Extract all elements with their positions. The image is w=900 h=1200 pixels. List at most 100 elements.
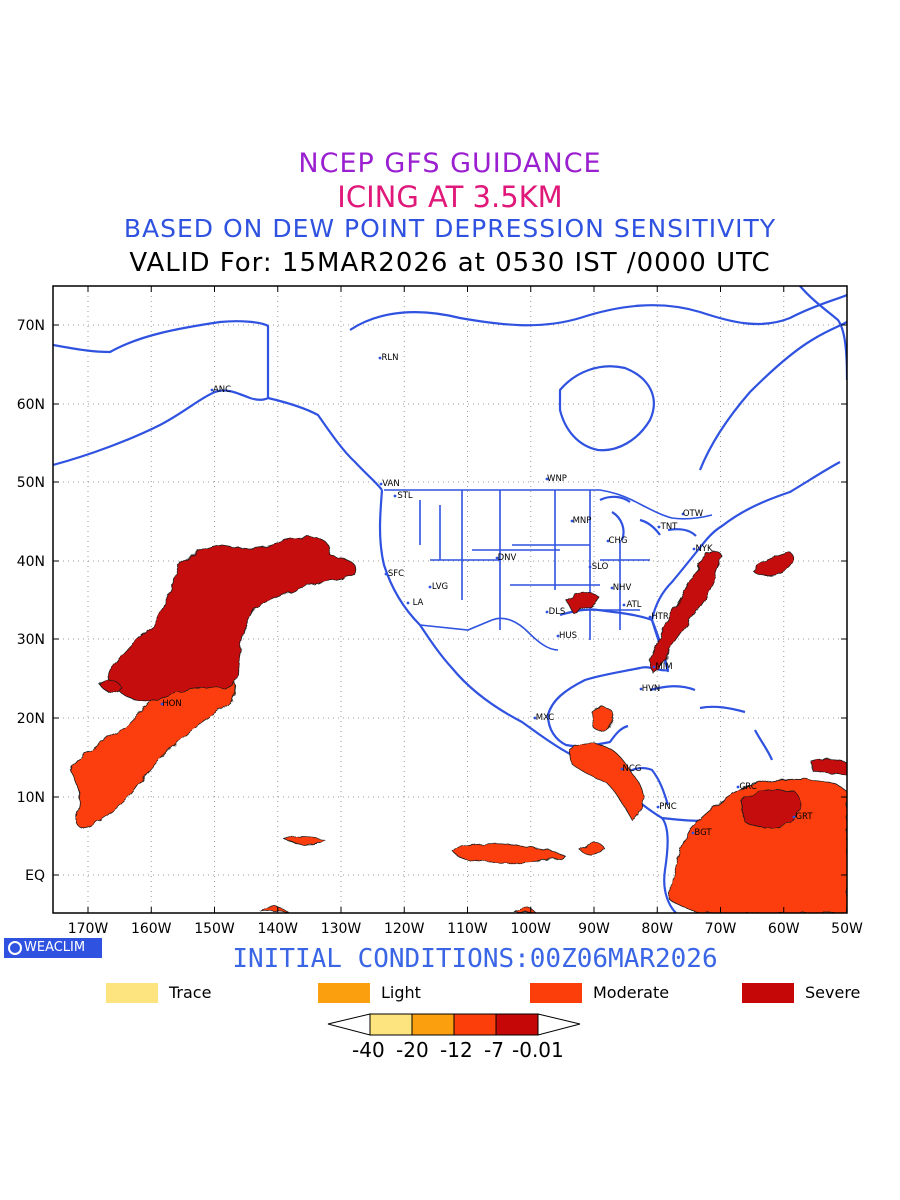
lat-label: 70N — [17, 318, 45, 334]
station-label: STL — [397, 491, 413, 501]
legend-moderate-swatch — [530, 983, 582, 1003]
lon-label: 120W — [384, 921, 425, 937]
station-marker — [495, 556, 499, 560]
coastlines — [53, 286, 847, 913]
us-mexico-border — [419, 617, 559, 651]
colorbar-high-arrow — [537, 1013, 581, 1036]
lat-label: 20N — [17, 711, 45, 727]
lon-label: 130W — [321, 921, 362, 937]
legend-light-label: Light — [381, 983, 421, 1002]
station-label: ANC — [213, 385, 231, 395]
station-marker — [656, 805, 660, 809]
station-label: OTW — [683, 509, 704, 519]
great-lakes — [599, 495, 697, 541]
station-label: SFC — [388, 569, 404, 579]
station-marker — [657, 525, 661, 529]
chart-title-line-2: ICING AT 3.5KM — [337, 180, 563, 214]
lon-label: 90W — [578, 921, 610, 937]
lon-label: 170W — [68, 921, 109, 937]
station-marker — [622, 603, 626, 607]
station-label: NYK — [695, 544, 713, 554]
colorbar-label-3: -12 — [440, 1038, 473, 1062]
icing-moderate-trop-east-pacific-1 — [451, 843, 566, 864]
station-marker — [792, 815, 796, 819]
alaska-coastline — [53, 320, 383, 491]
station-marker — [620, 767, 624, 771]
us-state-lines — [419, 490, 650, 640]
station-label: LVG — [432, 582, 448, 592]
icing-severe-south-america — [739, 789, 801, 829]
lon-label: 60W — [768, 921, 800, 937]
station-marker — [545, 477, 549, 481]
station-marker — [160, 702, 164, 706]
colorbar-severe — [495, 1013, 539, 1036]
icing-areas — [69, 535, 847, 913]
lon-label: 50W — [831, 921, 863, 937]
valid-time-title: VALID For: 15MAR2026 at 0530 IST /0000 U… — [129, 248, 771, 278]
station-label: HUS — [559, 631, 577, 641]
station-label: NCG — [623, 764, 642, 774]
station-marker — [393, 494, 397, 498]
colorbar-low-arrow — [327, 1013, 371, 1036]
station-marker — [384, 572, 388, 576]
station-marker — [588, 565, 592, 569]
icing-moderate-trop-east-pacific-2 — [283, 836, 327, 845]
lat-label: 60N — [17, 397, 45, 413]
lat-label: EQ — [25, 868, 45, 884]
lon-label: 100W — [510, 921, 551, 937]
weaclim-logo-icon — [8, 941, 22, 955]
station-label: DNV — [498, 553, 517, 563]
station-label: CRC — [739, 782, 756, 792]
colorbar-label-1: -40 — [352, 1038, 385, 1062]
icing-moderate-trop-east-pacific-3 — [579, 842, 605, 856]
map-axes: 70N 60N 50N 40N 30N 20N 10N EQ 170W 160W 150W 140W 1… — [17, 286, 863, 937]
station-label: DLS — [549, 607, 566, 617]
station-label: PNC — [659, 802, 676, 812]
icing-severe-us-southeast — [565, 592, 599, 613]
legend-light-swatch — [318, 983, 370, 1003]
icing-moderate-caribbean — [591, 707, 615, 732]
station-label: SLO — [592, 562, 609, 572]
colorbar-label-4: -7 — [484, 1038, 504, 1062]
legend-trace-swatch — [106, 983, 158, 1003]
canada-arctic-coastline — [349, 293, 847, 331]
weaclim-label: WEACLIM — [24, 940, 86, 955]
initial-conditions: INITIAL CONDITIONS:00Z06MAR2026 — [232, 944, 718, 974]
legend-moderate-label: Moderate — [593, 983, 670, 1002]
icing-severe-atlantic — [751, 551, 794, 576]
station-marker — [406, 601, 410, 605]
station-label: LA — [413, 598, 424, 608]
station-label: TNT — [660, 522, 679, 532]
station-marker — [606, 539, 610, 543]
lon-label: 80W — [641, 921, 673, 937]
icing-severe-pacific — [108, 535, 357, 702]
station-marker — [610, 586, 614, 590]
station-marker — [648, 615, 652, 619]
colorbar-light — [411, 1013, 455, 1036]
station-label: HVN — [642, 684, 661, 694]
lon-label: 160W — [131, 921, 172, 937]
alaska-peninsula-coastline — [53, 389, 269, 467]
lat-label: 30N — [17, 632, 45, 648]
station-label: BGT — [694, 828, 712, 838]
station-label: MNP — [573, 516, 592, 526]
north-america-west-coastline — [378, 489, 713, 822]
lon-label: 140W — [257, 921, 298, 937]
station-label: WNP — [547, 474, 567, 484]
colorbar-label-2: -20 — [396, 1038, 429, 1062]
station-labels: ANC RLN VAN STL WNP MNP TNT OTW CHG NYK DNV SLO SFC L… — [160, 353, 813, 838]
station-marker — [379, 482, 383, 486]
station-marker — [652, 665, 656, 669]
station-marker — [736, 785, 740, 789]
colorbar-moderate — [453, 1013, 497, 1036]
lat-label: 40N — [17, 554, 45, 570]
icing-severe-small-pacific — [99, 680, 123, 693]
us-canada-border — [384, 489, 713, 520]
us-east-coastline — [650, 461, 841, 621]
colorbar-label-5: -0.01 — [512, 1038, 564, 1062]
station-label: MXC — [536, 713, 555, 723]
labrador-coastline — [698, 321, 847, 471]
colorbar — [327, 1013, 581, 1036]
lon-label: 150W — [194, 921, 235, 937]
